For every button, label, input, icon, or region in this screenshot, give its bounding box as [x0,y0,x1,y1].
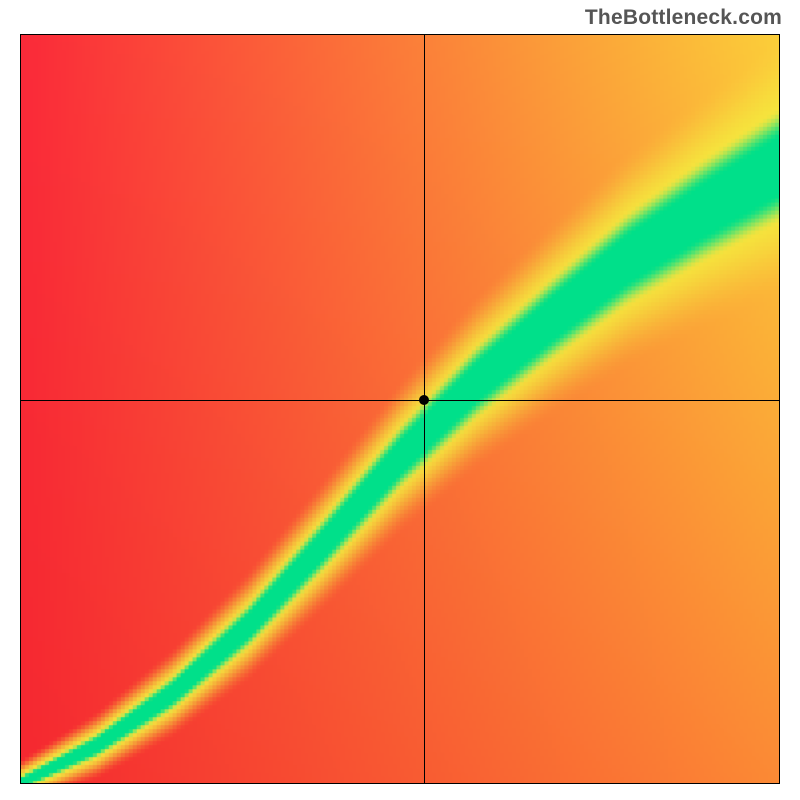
heatmap-canvas [21,35,779,783]
crosshair-marker [419,395,429,405]
crosshair-vertical [424,35,425,783]
watermark-text: TheBottleneck.com [585,6,782,30]
bottleneck-heatmap [20,34,780,784]
crosshair-horizontal [21,400,779,401]
